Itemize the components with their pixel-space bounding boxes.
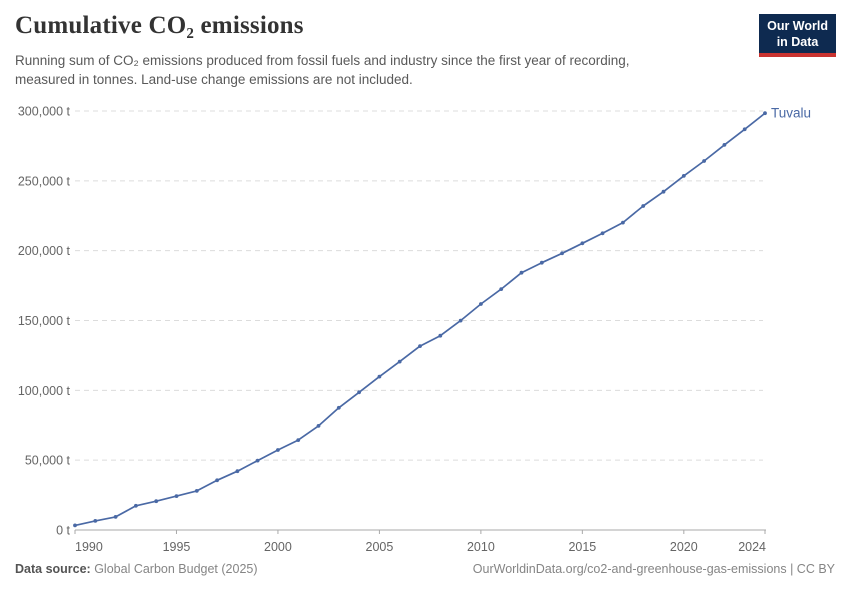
data-point[interactable] [235,469,240,474]
data-point[interactable] [681,174,686,178]
data-point[interactable] [742,127,747,132]
data-point[interactable] [194,489,199,493]
data-source-value: Global Carbon Budget (2025) [90,562,258,576]
data-point[interactable] [296,438,301,442]
data-point[interactable] [73,523,77,528]
y-axis-tick-label: 300,000 t [18,105,71,119]
data-point[interactable] [316,424,321,428]
x-axis-tick-label: 1995 [163,540,191,554]
data-point[interactable] [438,333,443,338]
data-point[interactable] [255,458,260,463]
data-point[interactable] [763,111,767,116]
x-axis-tick-label: 2010 [467,540,495,554]
x-axis-tick-label: 2015 [568,540,596,554]
data-point[interactable] [336,405,341,410]
data-point[interactable] [113,515,118,519]
data-point[interactable] [661,189,666,194]
data-point[interactable] [580,241,585,246]
data-point[interactable] [499,287,504,291]
x-axis-tick-label: 2020 [670,540,698,554]
data-point[interactable] [519,270,524,275]
data-point[interactable] [134,503,138,508]
series-line-tuvalu[interactable] [74,112,766,527]
owid-url-license[interactable]: OurWorldinData.org/co2-and-greenhouse-ga… [472,562,835,576]
data-point[interactable] [397,359,402,364]
data-source: Data source: Global Carbon Budget (2025) [15,562,258,576]
data-point[interactable] [276,448,280,452]
data-point[interactable] [357,390,361,395]
x-axis-tick-label: 2005 [366,540,394,554]
series-label-tuvalu[interactable]: Tuvalu [771,106,811,121]
data-point[interactable] [154,499,159,504]
data-point[interactable] [174,494,179,498]
x-axis-tick-label: 1990 [75,540,103,554]
chart-subtitle: Running sum of CO₂ emissions produced fr… [15,53,630,87]
x-axis-tick-label: 2000 [264,540,292,554]
y-axis-tick-label: 150,000 t [18,314,71,328]
y-axis-tick-label: 50,000 t [25,454,71,468]
data-point[interactable] [641,204,646,208]
data-point[interactable] [702,159,706,163]
data-point[interactable] [479,302,483,306]
data-point[interactable] [722,143,727,147]
owid-logo[interactable]: Our World in Data [759,14,836,58]
data-point[interactable] [458,318,463,323]
chart-footer: Data source: Global Carbon Budget (2025)… [15,562,835,576]
data-point[interactable] [621,220,625,225]
owid-logo-line2: in Data [776,34,819,49]
line-chart: 0 t 50,000 t 100,000 t 150,000 t 200,000 t 25… [18,105,811,555]
chart-title: Cumulative CO₂ emissions [15,12,304,39]
x-axis-tick-label: 2024 [738,540,766,554]
data-point[interactable] [418,344,422,348]
data-point[interactable] [560,251,564,256]
data-point[interactable] [215,478,220,483]
data-point[interactable] [539,260,544,265]
data-source-label: Data source: [15,562,91,576]
data-point[interactable] [93,519,98,523]
data-point[interactable] [600,231,605,236]
y-axis-tick-label: 200,000 t [18,244,71,258]
data-point[interactable] [377,374,382,379]
y-axis-tick-label: 0 t [56,524,70,538]
owid-logo-line1: Our World [767,19,828,33]
y-axis-tick-label: 100,000 t [18,384,71,398]
y-axis-tick-label: 250,000 t [18,174,71,188]
